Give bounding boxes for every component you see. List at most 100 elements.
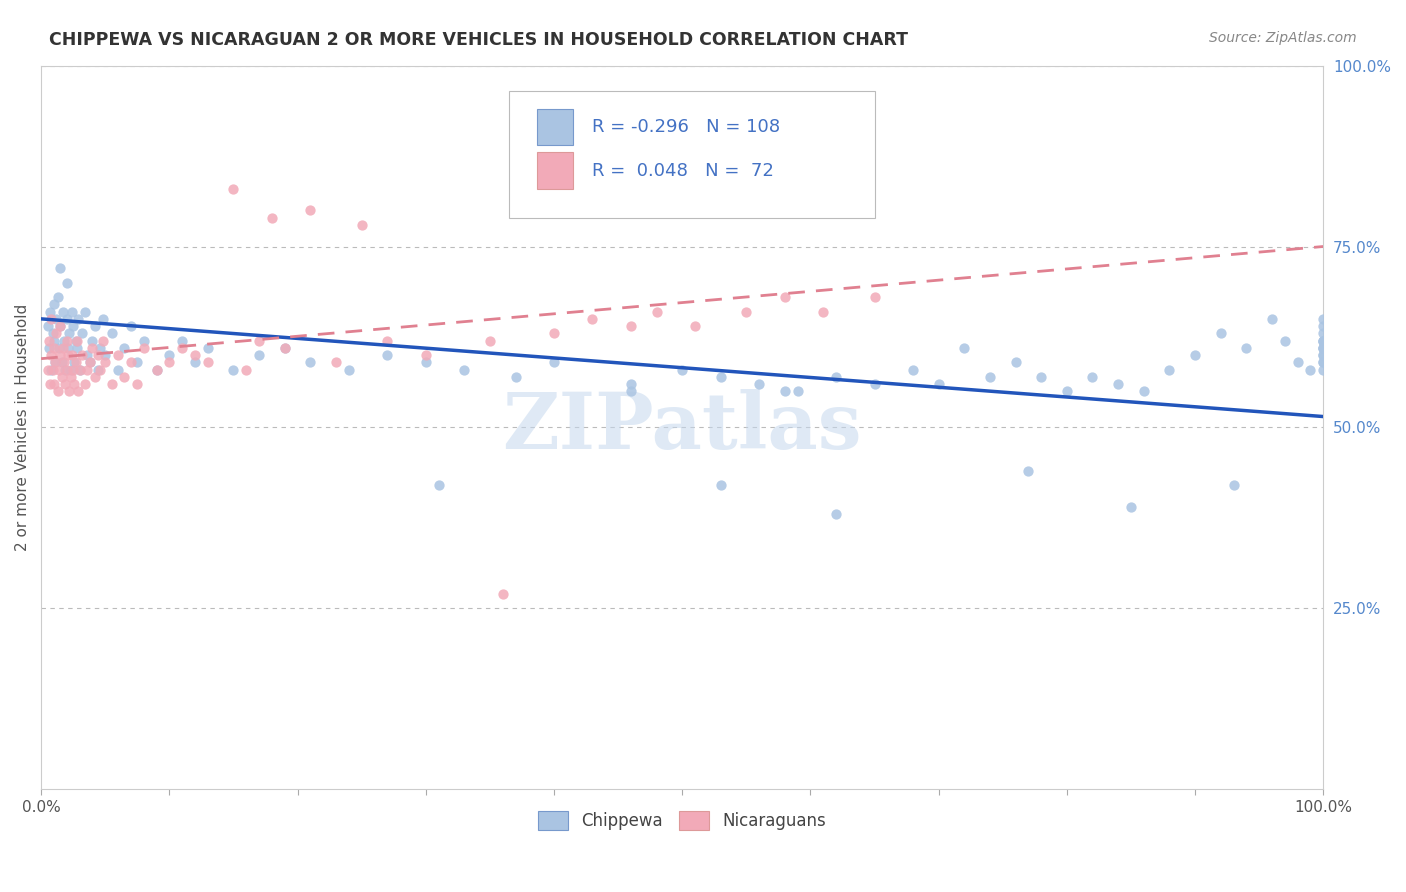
Point <box>66 334 89 348</box>
Point <box>70 326 93 341</box>
Point <box>84 369 107 384</box>
Point <box>620 319 643 334</box>
Point <box>1312 341 1334 355</box>
Point <box>901 362 924 376</box>
Point <box>45 311 67 326</box>
Point <box>620 376 643 391</box>
Point <box>543 355 565 369</box>
Point <box>89 341 111 355</box>
Point <box>66 341 89 355</box>
Point <box>58 384 80 399</box>
Point <box>91 334 114 348</box>
Point <box>49 319 72 334</box>
Point <box>55 376 77 391</box>
Point <box>60 348 83 362</box>
Point <box>953 341 976 355</box>
Point <box>38 341 60 355</box>
Point <box>82 334 104 348</box>
Point <box>184 348 207 362</box>
Point <box>114 369 136 384</box>
Point <box>197 341 219 355</box>
Point <box>79 355 101 369</box>
Point <box>107 348 129 362</box>
Point <box>59 362 82 376</box>
Point <box>53 334 76 348</box>
Y-axis label: 2 or more Vehicles in Household: 2 or more Vehicles in Household <box>15 304 30 551</box>
Point <box>52 304 75 318</box>
Point <box>1261 311 1284 326</box>
Point <box>49 319 72 334</box>
Point <box>63 355 86 369</box>
Point <box>184 355 207 369</box>
Point <box>1234 341 1257 355</box>
Point <box>325 355 347 369</box>
Point <box>127 376 149 391</box>
Point <box>60 304 83 318</box>
Point <box>1081 369 1104 384</box>
Point <box>37 319 59 334</box>
Point <box>55 311 77 326</box>
Point <box>671 362 693 376</box>
Point <box>1312 341 1334 355</box>
Text: R = -0.296   N = 108: R = -0.296 N = 108 <box>592 118 780 136</box>
Point <box>44 355 66 369</box>
Point <box>1312 355 1334 369</box>
Bar <box>537 109 574 145</box>
Point <box>813 304 835 318</box>
Point <box>63 376 86 391</box>
Point <box>42 376 65 391</box>
Point <box>132 341 155 355</box>
Point <box>65 355 87 369</box>
Point <box>89 362 111 376</box>
Point <box>73 376 96 391</box>
Point <box>39 304 62 318</box>
Point <box>825 369 848 384</box>
Point <box>48 341 70 355</box>
Point <box>1222 478 1244 492</box>
Point <box>1159 362 1181 376</box>
Point <box>581 174 603 188</box>
Point <box>62 362 84 376</box>
Point <box>91 311 114 326</box>
Point <box>94 348 117 362</box>
Point <box>42 297 65 311</box>
Point <box>53 355 76 369</box>
Point <box>70 348 93 362</box>
Point <box>197 355 219 369</box>
Point <box>100 326 122 341</box>
Point <box>505 369 527 384</box>
Point <box>645 304 668 318</box>
Point <box>132 334 155 348</box>
Point <box>222 362 245 376</box>
Point <box>543 326 565 341</box>
Point <box>1312 355 1334 369</box>
Point <box>863 290 886 304</box>
Point <box>1312 319 1334 334</box>
Point <box>581 311 603 326</box>
Point <box>49 261 72 276</box>
Point <box>37 362 59 376</box>
Point <box>683 319 706 334</box>
Point <box>114 341 136 355</box>
Point <box>67 311 90 326</box>
Point <box>38 334 60 348</box>
Point <box>1017 464 1039 478</box>
Point <box>928 376 950 391</box>
Point <box>56 348 79 362</box>
Point <box>145 362 167 376</box>
Point <box>1184 348 1206 362</box>
Point <box>863 376 886 391</box>
Legend: Chippewa, Nicaraguans: Chippewa, Nicaraguans <box>533 805 831 835</box>
Point <box>260 211 283 225</box>
Point <box>1274 334 1296 348</box>
Point <box>1209 326 1232 341</box>
Text: ZIPatlas: ZIPatlas <box>502 390 862 466</box>
Point <box>427 478 450 492</box>
Point <box>735 304 758 318</box>
Point <box>127 355 149 369</box>
Point <box>1312 348 1334 362</box>
Point <box>1312 311 1334 326</box>
Point <box>42 334 65 348</box>
Point <box>86 348 108 362</box>
Point <box>1107 376 1129 391</box>
